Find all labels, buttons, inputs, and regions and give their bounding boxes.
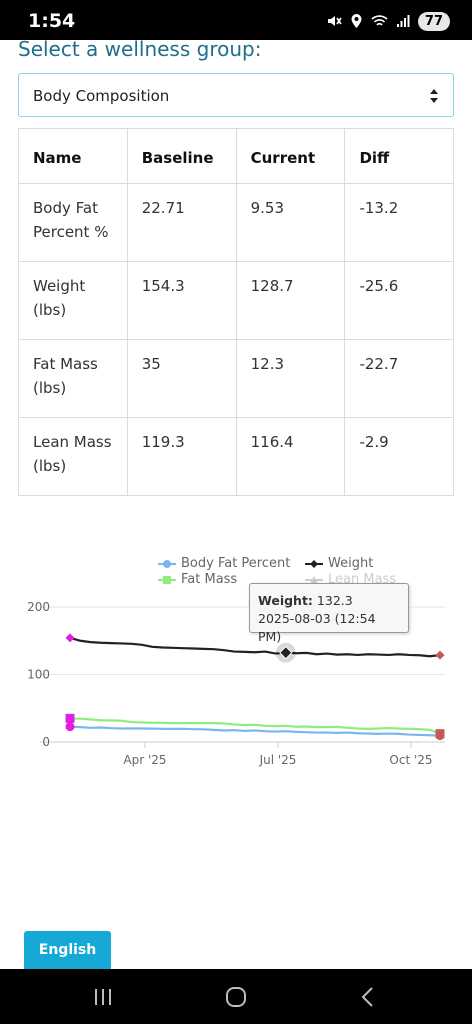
row-baseline: 22.71 <box>126 183 237 262</box>
row-name-line: Fat Mass <box>33 355 98 373</box>
legend-item-body-fat[interactable]: Body Fat Percent <box>158 556 290 571</box>
series-start-point <box>65 633 75 643</box>
signal-icon <box>396 15 410 27</box>
x-tick-label: Oct '25 <box>389 753 432 767</box>
status-icons: 77 <box>326 10 450 32</box>
header-baseline: Baseline <box>126 128 237 184</box>
body-composition-chart: 0 100 200 Apr '25 Jul '25 Oct '25 <box>27 600 445 767</box>
legend-square-icon <box>158 575 176 584</box>
series-line-fat-mass <box>69 717 441 735</box>
series-start-point <box>65 713 75 723</box>
tooltip-value: 132.3 <box>316 593 353 608</box>
row-diff: -2.9 <box>344 417 454 496</box>
header-current: Current <box>235 128 346 184</box>
legend-circle-icon <box>158 559 176 568</box>
row-name-line: Weight <box>33 277 86 295</box>
legend-item-weight[interactable]: Weight <box>305 556 373 571</box>
row-name: Weight (lbs) <box>18 261 128 340</box>
row-diff: -22.7 <box>344 339 454 418</box>
legend-label: Weight <box>328 556 374 571</box>
row-name-line: (lbs) <box>33 379 67 397</box>
legend-diamond-icon <box>305 559 323 568</box>
recent-apps-icon[interactable] <box>88 983 118 1011</box>
home-icon[interactable] <box>221 983 251 1011</box>
row-name-line: Lean Mass <box>33 433 112 451</box>
tooltip-date: 2025-08-03 (12:54 PM) <box>258 611 376 644</box>
system-nav-bar <box>0 969 472 1024</box>
row-diff: -25.6 <box>344 261 454 340</box>
row-name: Body Fat Percent % <box>18 183 128 262</box>
row-diff: -13.2 <box>344 183 454 262</box>
row-current: 116.4 <box>235 417 346 496</box>
series-end-point <box>435 650 445 660</box>
wellness-group-select[interactable]: Body Composition <box>18 73 454 117</box>
y-tick-label: 100 <box>27 668 50 682</box>
header-diff: Diff <box>344 128 454 184</box>
legend-label: Fat Mass <box>181 572 238 587</box>
row-baseline: 119.3 <box>126 417 237 496</box>
legend-triangle-icon <box>305 575 323 584</box>
chart-tooltip: Weight: 132.3 2025-08-03 (12:54 PM) <box>249 583 409 644</box>
select-arrows-icon <box>430 89 438 103</box>
row-current: 9.53 <box>235 183 346 262</box>
wifi-icon <box>371 15 388 26</box>
series-start-point <box>65 722 75 732</box>
back-icon[interactable] <box>353 983 383 1011</box>
header-name: Name <box>18 128 128 184</box>
row-name: Lean Mass (lbs) <box>18 417 128 496</box>
status-bar: 1:54 77 <box>0 0 472 40</box>
status-time: 1:54 <box>28 10 76 32</box>
series-end-point <box>435 731 445 741</box>
y-tick-label: 200 <box>27 600 50 614</box>
row-current: 12.3 <box>235 339 346 418</box>
legend-item-fat-mass[interactable]: Fat Mass <box>158 572 237 587</box>
location-icon <box>351 14 362 28</box>
table-row: Fat Mass (lbs) 35 12.3 -22.7 <box>18 339 454 418</box>
hovered-point <box>279 645 293 660</box>
row-name-line: (lbs) <box>33 457 67 475</box>
y-tick-label: 0 <box>42 735 50 749</box>
select-value: Body Composition <box>33 87 170 105</box>
wellness-table: Name Baseline Current Diff Body Fat Perce… <box>18 128 454 496</box>
language-button[interactable]: English <box>24 931 111 969</box>
row-current: 128.7 <box>235 261 346 340</box>
table-row: Body Fat Percent % 22.71 9.53 -13.2 <box>18 183 454 262</box>
series-line-weight <box>69 636 441 658</box>
series-line-body-fat-percent <box>69 725 441 737</box>
x-tick-label: Apr '25 <box>123 753 166 767</box>
row-name-line: (lbs) <box>33 301 67 319</box>
page-heading: Select a wellness group: <box>18 37 262 61</box>
tooltip-series: Weight: <box>258 593 313 608</box>
row-name: Fat Mass (lbs) <box>18 339 128 418</box>
table-header-row: Name Baseline Current Diff <box>18 128 454 184</box>
battery-indicator: 77 <box>417 11 450 31</box>
x-tick-label: Jul '25 <box>259 753 297 767</box>
row-name-line: Percent % <box>33 223 109 241</box>
table-row: Lean Mass (lbs) 119.3 116.4 -2.9 <box>18 417 454 496</box>
row-baseline: 35 <box>126 339 237 418</box>
row-baseline: 154.3 <box>126 261 237 340</box>
legend-label: Body Fat Percent <box>181 556 291 571</box>
row-name-line: Body Fat <box>33 199 98 217</box>
table-row: Weight (lbs) 154.3 128.7 -25.6 <box>18 261 454 340</box>
mute-icon <box>327 16 342 26</box>
